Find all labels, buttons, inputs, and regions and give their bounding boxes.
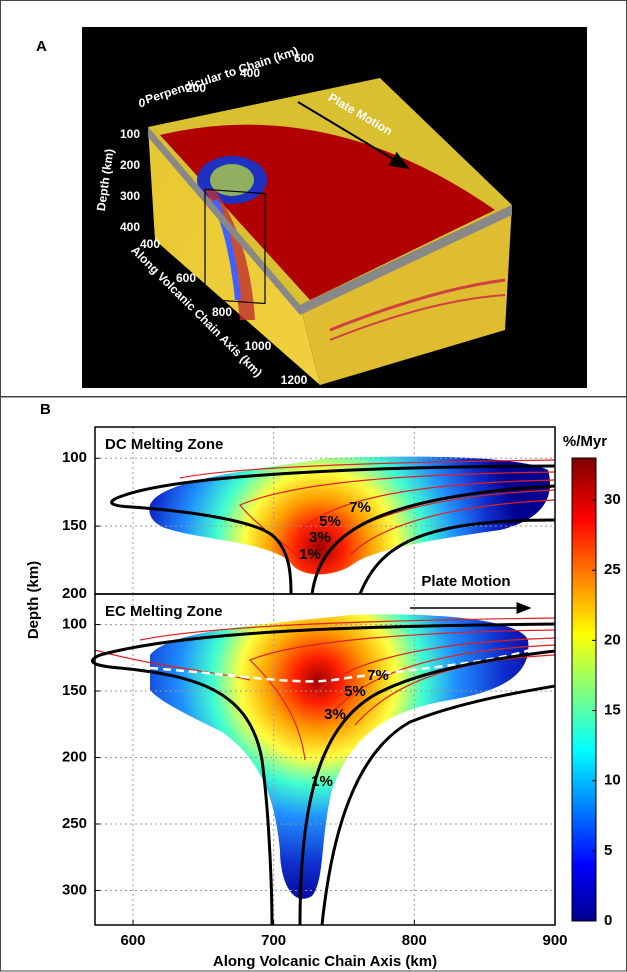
colorbar [572,458,596,921]
tick-label: 200 [186,81,206,95]
y-tick-label: 150 [62,682,87,699]
colorbar-tick-label: 15 [604,702,621,719]
tick-label: 100 [120,127,140,141]
contour-label: 1% [299,546,321,563]
contour-label: 3% [324,706,346,723]
contour-label: 5% [344,683,366,700]
contour-label: 1% [311,773,333,790]
annotation: Plate Motion [421,573,510,590]
colorbar-tick-label: 5 [604,842,612,859]
x-tick-label: 600 [120,932,145,949]
y-tick-label: 200 [62,748,87,765]
tick-label: 300 [120,189,140,203]
y-tick-label: 100 [62,616,87,633]
colorbar-tick-label: 20 [604,631,621,648]
x-tick-label: 900 [542,932,567,949]
contour-label: 7% [349,499,371,516]
y-tick-label: 100 [62,449,87,466]
y-axis-label: Depth (km) [25,561,42,639]
contour-label: 3% [309,529,331,546]
tick-label: 400 [120,220,140,234]
panel-label: A [36,38,47,55]
colorbar-title: %/Myr [563,433,607,450]
plot-title: EC Melting Zone [105,603,223,620]
y-tick-label: 200 [62,585,87,602]
tick-label: 400 [240,66,260,80]
colorbar-tick-label: 25 [604,561,621,578]
contour-label: 7% [367,667,389,684]
y-tick-label: 250 [62,815,87,832]
colorbar-tick-label: 10 [604,772,621,789]
x-tick-label: 800 [402,932,427,949]
tick-label: 1000 [245,339,272,353]
panel-a-render [82,27,587,388]
tick-label: 800 [212,305,232,319]
tick-label: 400 [140,237,160,251]
tick-label: 200 [120,158,140,172]
figure: A Perpendicular to Chain (km) Depth (km)… [0,0,627,972]
x-axis-label: Along Volcanic Chain Axis (km) [213,953,437,970]
contour-label: 5% [319,513,341,530]
x-tick-label: 700 [261,932,286,949]
y-tick-label: 300 [62,881,87,898]
colorbar-tick-label: 30 [604,491,621,508]
tick-label: 0 [139,96,146,110]
y-tick-label: 150 [62,517,87,534]
heatmap-region [150,614,528,898]
panel-label: B [40,401,51,418]
tick-label: 600 [294,51,314,65]
tick-label: 1200 [281,373,308,387]
colorbar-tick-label: 0 [604,912,612,929]
plot-title: DC Melting Zone [105,436,223,453]
tick-label: 600 [176,271,196,285]
